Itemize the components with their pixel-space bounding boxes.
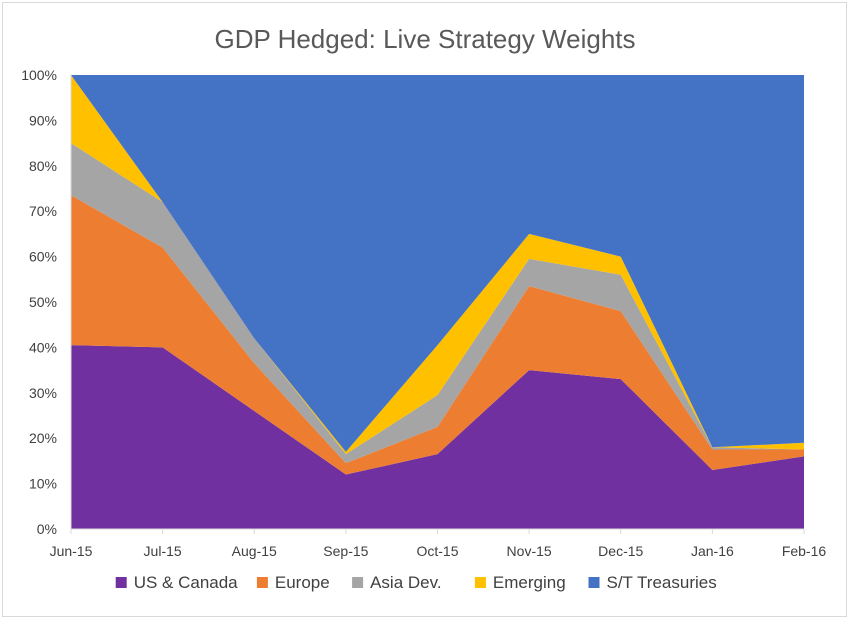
x-tick-label: Jan-16	[691, 543, 734, 559]
y-tick-label: 0%	[37, 521, 57, 537]
legend-swatch-s-t-treasuries	[588, 577, 600, 588]
legend-swatch-us-canada	[115, 577, 127, 588]
x-tick-label: Dec-15	[598, 543, 643, 559]
y-tick-label: 60%	[29, 249, 57, 265]
area-europe	[71, 195, 804, 475]
x-tick-label: Oct-15	[416, 543, 458, 559]
x-tick-label: Nov-15	[507, 543, 552, 559]
y-tick-label: 80%	[29, 158, 57, 174]
y-tick-label: 40%	[29, 339, 57, 355]
y-tick-label: 30%	[29, 385, 57, 401]
axes: 0% 10% 20% 30% 40% 50% 60% 70% 80% 90% 100% Jun-15 J…	[21, 67, 826, 559]
area-emerging	[71, 75, 804, 455]
y-tick-label: 50%	[29, 294, 57, 310]
legend: US & Canada Europe Asia Dev. Emerging S/T Tr…	[115, 573, 717, 592]
x-tick-label: Sep-15	[323, 543, 368, 559]
x-tick-label: Jul-15	[144, 543, 182, 559]
y-tick-label: 90%	[29, 112, 57, 128]
y-tick-label: 70%	[29, 203, 57, 219]
legend-label-emerging: Emerging	[493, 573, 566, 592]
area-s-t-treasuries	[71, 75, 804, 452]
legend-swatch-emerging	[474, 577, 486, 588]
y-tick-label: 100%	[21, 67, 57, 83]
y-tick-label: 10%	[29, 476, 57, 492]
x-tick-label: Feb-16	[782, 543, 827, 559]
legend-swatch-asia-dev	[352, 577, 364, 588]
x-tick-label: Jun-15	[50, 543, 93, 559]
legend-label-us-canada: US & Canada	[134, 573, 238, 592]
legend-swatch-europe	[256, 577, 268, 588]
legend-label-s-t-treasuries: S/T Treasuries	[607, 573, 717, 592]
area-layers	[71, 75, 804, 529]
chart-title: GDP Hedged: Live Strategy Weights	[214, 24, 635, 54]
legend-label-europe: Europe	[275, 573, 330, 592]
area-us-canada	[71, 345, 804, 529]
area-asia-dev	[71, 143, 804, 464]
legend-label-asia-dev: Asia Dev.	[370, 573, 442, 592]
y-tick-label: 20%	[29, 430, 57, 446]
x-tick-label: Aug-15	[232, 543, 277, 559]
